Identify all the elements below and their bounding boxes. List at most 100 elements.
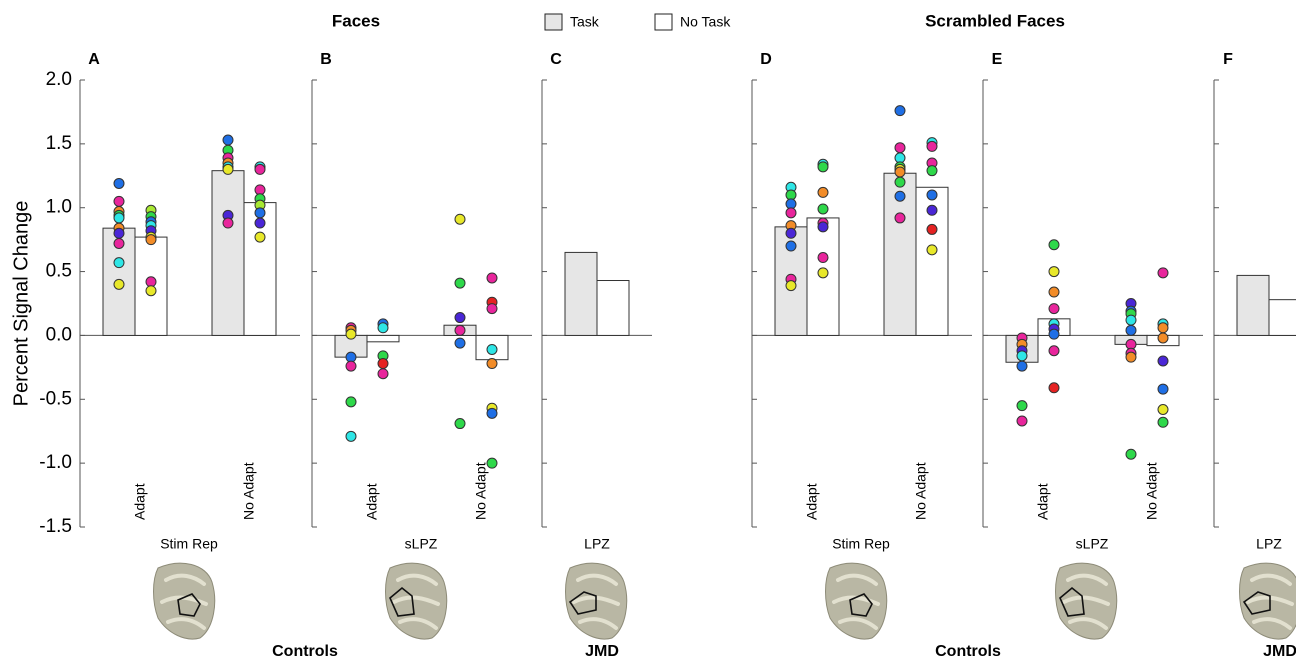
subject-point [1158,333,1168,343]
subject-point [818,187,828,197]
brain-icons [154,563,1296,639]
group-label: JMD [585,643,619,660]
group-label: Controls [935,643,1001,660]
panel: C LPZ [542,51,652,551]
brain-icon [386,563,447,639]
legend-label: No Task [680,14,731,30]
subject-point [895,167,905,177]
x-axis-label: sLPZ [405,536,438,552]
subject-point [1049,304,1059,314]
subject-point [378,369,388,379]
group-title: Faces [332,11,380,30]
subject-point [818,268,828,278]
subject-point [223,218,233,228]
subject-point [114,213,124,223]
panel: DStim RepAdaptNo Adapt [752,51,972,551]
subject-point [1158,356,1168,366]
subject-point [1158,417,1168,427]
panel-label: E [992,51,1003,68]
subject-point [455,419,465,429]
subject-point [1049,383,1059,393]
subject-point [487,304,497,314]
subject-point [114,196,124,206]
panel-label: A [88,51,100,68]
x-axis-label: Stim Rep [832,536,890,552]
category-label: No Adapt [1144,462,1160,520]
subject-point [1049,240,1059,250]
category-label: Adapt [1035,483,1051,520]
subject-point [786,281,796,291]
panel-label: C [550,51,562,68]
brain-icon [826,563,887,639]
x-axis-label: Stim Rep [160,536,218,552]
y-tick-label: -1.5 [39,516,72,537]
subject-point [346,329,356,339]
subject-point [818,204,828,214]
legend-swatch [655,14,672,30]
subject-point [1049,346,1059,356]
category-label: Adapt [132,483,148,520]
subject-point [927,141,937,151]
subject-point [818,222,828,232]
subject-point [786,208,796,218]
subject-point [1017,401,1027,411]
y-tick-label: 1.5 [46,133,72,154]
subject-point [1126,352,1136,362]
x-axis-label: LPZ [1256,536,1282,552]
y-tick-label: 1.0 [46,197,72,218]
subject-point [927,190,937,200]
subject-point [114,178,124,188]
subject-point [455,214,465,224]
category-label: No Adapt [913,462,929,520]
subject-point [1049,267,1059,277]
category-label: Adapt [364,483,380,520]
subject-point [114,258,124,268]
bar [565,252,597,335]
subject-point [114,228,124,238]
brain-icon [1240,563,1296,639]
subject-point [487,273,497,283]
brain-icon [566,563,627,639]
bar [597,281,629,336]
subject-point [487,408,497,418]
subject-point [455,325,465,335]
figure: FacesScrambled FacesControlsJMDControlsJ… [0,0,1296,661]
subject-point [1126,315,1136,325]
subject-point [1158,268,1168,278]
brain-icon [1056,563,1117,639]
subject-point [1017,351,1027,361]
subject-point [1126,325,1136,335]
subject-point [255,208,265,218]
subject-point [895,106,905,116]
bar [212,171,244,336]
group-title: Scrambled Faces [925,11,1065,30]
legend-swatch [545,14,562,30]
subject-point [927,245,937,255]
category-label: No Adapt [241,462,257,520]
subject-point [378,323,388,333]
y-tick-label: 0.5 [46,261,72,282]
brain-icon [154,563,215,639]
subject-point [927,224,937,234]
subject-point [1049,287,1059,297]
subject-point [146,286,156,296]
legend-label: Task [570,14,600,30]
subject-point [1017,416,1027,426]
subject-point [927,205,937,215]
subject-point [487,359,497,369]
subject-point [487,344,497,354]
x-axis-label: LPZ [584,536,610,552]
y-tick-label: -1.0 [39,452,72,473]
subject-point [255,164,265,174]
subject-point [927,166,937,176]
group-label: Controls [272,643,338,660]
subject-point [146,235,156,245]
subject-point [487,458,497,468]
y-tick-label: 0.0 [46,324,72,345]
subject-point [346,397,356,407]
subject-point [346,361,356,371]
subject-point [786,228,796,238]
